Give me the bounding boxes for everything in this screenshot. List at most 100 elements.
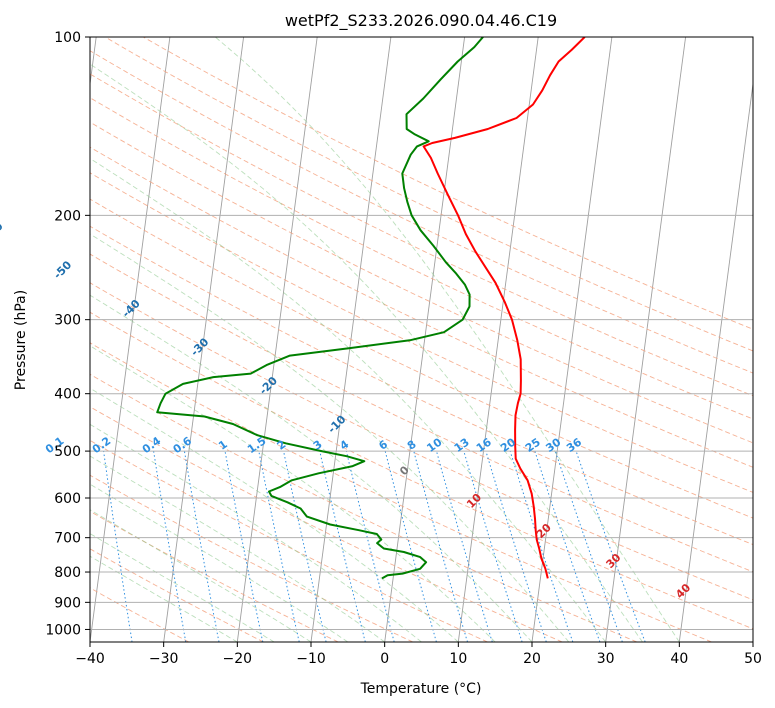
dry-adiabat-line [90,587,190,642]
mixing-ratio-line [509,450,574,642]
moist-adiabat-line [90,157,607,642]
y-axis-title: Pressure (hPa) [13,290,29,390]
moist-adiabat-line [90,387,459,642]
dry-adiabat-line [90,510,339,642]
mixing-ratio-line [345,450,395,642]
dry-adiabat-line [90,548,264,642]
y-tick-label: 100 [54,30,81,46]
dry-adiabat-line [90,172,753,493]
mixing-ratio-line [463,450,523,642]
mixing-ratio-line [534,450,601,642]
x-tick-label: −40 [75,651,105,667]
mixing-ratio-line [485,450,547,642]
moist-adiabat-line [90,294,533,642]
mixing-ratio-line [224,451,264,642]
mixing-ratio-label: 0.2 [90,434,113,456]
x-tick-label: −20 [223,651,253,667]
dry-adiabat-line [90,253,753,573]
mixing-ratio-line [575,450,646,642]
dry-adiabat-line [90,73,753,397]
x-tick-label: 0 [380,651,389,667]
moist-adiabat-line [90,509,312,642]
mixing-ratio-label: 25 [523,436,543,455]
dry-adiabat-line [90,439,488,642]
moist-adiabat-line [90,63,643,642]
isotherm-line [752,638,753,642]
x-tick-label: 30 [597,651,615,667]
y-tick-label: 500 [54,444,81,460]
x-tick-label: −30 [149,651,179,667]
y-tick-label: 400 [54,387,81,403]
isotherm-line [678,80,753,642]
y-tick-label: 800 [54,565,81,581]
mixing-ratio-label: 16 [474,435,494,455]
dry-adiabat-line [90,373,638,642]
mixing-ratio-line [103,451,133,642]
dewpoint-profile-line [156,37,484,580]
mixing-ratio-line [283,451,327,642]
moist-adiabat-line [90,455,385,642]
dry-adiabat-line [90,342,712,642]
mixing-ratio-line [319,450,366,642]
x-tick-label: 20 [523,651,541,667]
y-tick-label: 200 [54,208,81,224]
y-tick-label: 700 [54,531,81,547]
isotherm-label: 0 [397,463,412,478]
isotherm-label: -50 [51,258,74,281]
dry-adiabat-line [90,311,753,630]
isotherm-line [457,37,539,642]
dry-adiabat-line [90,198,753,519]
y-tick-label: 300 [54,313,81,329]
moist-adiabat-line [90,483,349,642]
moist-adiabat-line [90,345,496,642]
dry-adiabat-line [90,50,753,374]
isotherm-label: -60 [0,220,6,243]
mixing-ratio-label: 36 [564,435,584,455]
isotherm-label: -30 [188,335,211,358]
dry-adiabat-line [104,37,753,352]
x-axis-title: Temperature (°C) [360,681,482,697]
isotherm-line [90,37,171,642]
mixing-ratio-label: 4 [337,438,351,453]
mixing-ratio-line [258,451,300,642]
mixing-ratio-label: 13 [452,436,472,455]
isotherm-label: -40 [120,297,143,320]
x-tick-label: 50 [744,651,762,667]
moist-adiabat-line [90,423,422,642]
mixing-ratio-label: 10 [424,435,444,455]
isotherm-label: -10 [325,412,348,435]
chart-title: wetPf2_S233.2026.090.04.46.C19 [285,11,557,31]
dry-adiabat-line [90,225,753,546]
dry-adiabat-line [90,406,563,642]
dry-adiabat-line [143,37,753,330]
mixing-ratio-label: 8 [405,438,419,453]
mixing-ratio-line [183,451,220,642]
x-tick-label: 10 [449,651,467,667]
moist-adiabat-line [90,555,238,642]
dry-adiabat-line [90,97,753,420]
dry-adiabat-line [90,146,753,468]
isotherm-line [531,37,613,642]
moist-adiabat-line [90,533,275,642]
x-tick-label: 40 [670,651,688,667]
mixing-ratio-line [384,450,437,642]
dry-adiabat-line [90,282,753,601]
mixing-ratio-line [413,450,468,642]
plot-frame [89,36,754,643]
mixing-ratio-line [436,450,493,642]
isotherm-label: 10 [464,491,484,511]
isotherm-line [236,37,318,642]
y-tick-label: 900 [54,595,81,611]
moist-adiabat-line [215,37,680,642]
isotherm-label: 40 [673,581,693,601]
isotherm-line [605,37,687,642]
x-tick-label: −10 [296,651,326,667]
moist-adiabat-line [90,233,570,642]
temperature-profile-line [422,37,586,579]
y-tick-label: 600 [54,491,81,507]
isotherm-line [163,37,245,642]
mixing-ratio-label: 2 [275,438,289,453]
dry-adiabat-line [90,121,753,444]
